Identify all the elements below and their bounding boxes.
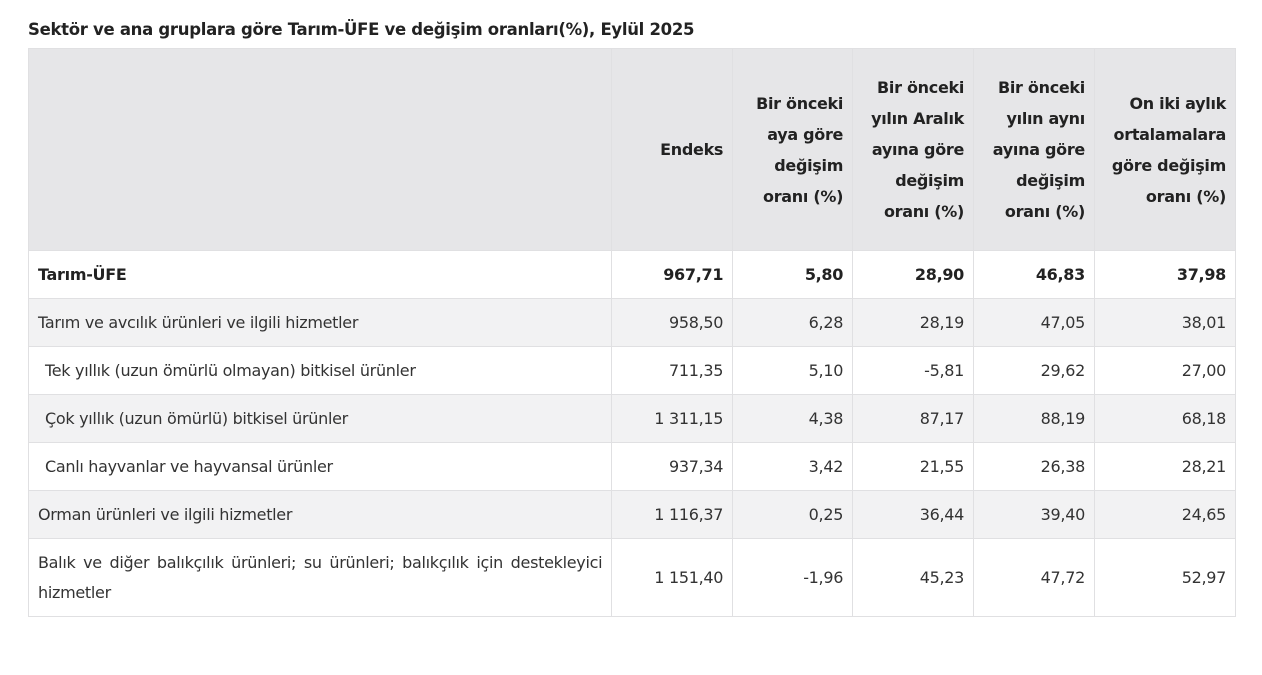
row-value: 1 151,40	[611, 538, 734, 617]
row-name: Orman ürünleri ve ilgili hizmetler	[27, 490, 613, 539]
row-value: 38,01	[1093, 298, 1237, 347]
row-value: 967,71	[611, 250, 734, 299]
row-value: 52,97	[1093, 538, 1237, 617]
header-row: Endeks Bir önceki aya göre değişim oranı…	[27, 48, 1237, 251]
row-value: 24,65	[1093, 490, 1237, 539]
row-value: 68,18	[1093, 394, 1237, 443]
row-value: 4,38	[732, 394, 854, 443]
table-row: Çok yıllık (uzun ömürlü) bitkisel ürünle…	[27, 394, 1237, 443]
row-value: 39,40	[973, 490, 1095, 539]
header-december-change: Bir önceki yılın Aralık ayına göre değiş…	[852, 48, 975, 251]
header-name	[27, 48, 613, 251]
row-value: 28,21	[1093, 442, 1237, 491]
table-row: Tarım-ÜFE 967,71 5,80 28,90 46,83 37,98	[27, 250, 1237, 299]
row-name: Tek yıllık (uzun ömürlü olmayan) bitkise…	[27, 346, 613, 395]
table-title: Sektör ve ana gruplara göre Tarım-ÜFE ve…	[28, 20, 695, 39]
row-name: Tarım-ÜFE	[27, 250, 613, 299]
row-value: 29,62	[973, 346, 1095, 395]
row-value: 37,98	[1093, 250, 1237, 299]
row-value: 1 116,37	[611, 490, 734, 539]
table-row: Orman ürünleri ve ilgili hizmetler 1 116,…	[27, 490, 1237, 539]
row-value: 45,23	[852, 538, 975, 617]
header-endeks: Endeks	[611, 48, 734, 251]
row-value: 6,28	[732, 298, 854, 347]
table-row: Canlı hayvanlar ve hayvansal ürünler 937,…	[27, 442, 1237, 491]
row-value: 1 311,15	[611, 394, 734, 443]
row-value: 46,83	[973, 250, 1095, 299]
row-value: 87,17	[852, 394, 975, 443]
row-value: -5,81	[852, 346, 975, 395]
row-value: 21,55	[852, 442, 975, 491]
row-value: 28,19	[852, 298, 975, 347]
row-value: 47,72	[973, 538, 1095, 617]
row-value: 36,44	[852, 490, 975, 539]
row-value: 47,05	[973, 298, 1095, 347]
row-name: Çok yıllık (uzun ömürlü) bitkisel ürünle…	[27, 394, 613, 443]
row-value: -1,96	[732, 538, 854, 617]
table-row: Balık ve diğer balıkçılık ürünleri; su ü…	[27, 538, 1237, 617]
row-value: 5,10	[732, 346, 854, 395]
row-value: 27,00	[1093, 346, 1237, 395]
row-value: 958,50	[611, 298, 734, 347]
row-value: 88,19	[973, 394, 1095, 443]
row-value: 26,38	[973, 442, 1095, 491]
row-value: 937,34	[611, 442, 734, 491]
table-row: Tarım ve avcılık ürünleri ve ilgili hizm…	[27, 298, 1237, 347]
row-name: Canlı hayvanlar ve hayvansal ürünler	[27, 442, 613, 491]
data-table: Endeks Bir önceki aya göre değişim oranı…	[27, 48, 1237, 617]
row-value: 711,35	[611, 346, 734, 395]
table-row: Tek yıllık (uzun ömürlü olmayan) bitkise…	[27, 346, 1237, 395]
row-name: Balık ve diğer balıkçılık ürünleri; su ü…	[27, 538, 613, 617]
header-annual-change: Bir önceki yılın aynı ayına göre değişim…	[973, 48, 1095, 251]
row-value: 3,42	[732, 442, 854, 491]
header-monthly-change: Bir önceki aya göre değişim oranı (%)	[732, 48, 854, 251]
row-value: 28,90	[852, 250, 975, 299]
row-value: 5,80	[732, 250, 854, 299]
header-twelve-month-avg-change: On iki aylık ortalamalara göre değişim o…	[1093, 48, 1237, 251]
row-name: Tarım ve avcılık ürünleri ve ilgili hizm…	[27, 298, 613, 347]
row-value: 0,25	[732, 490, 854, 539]
